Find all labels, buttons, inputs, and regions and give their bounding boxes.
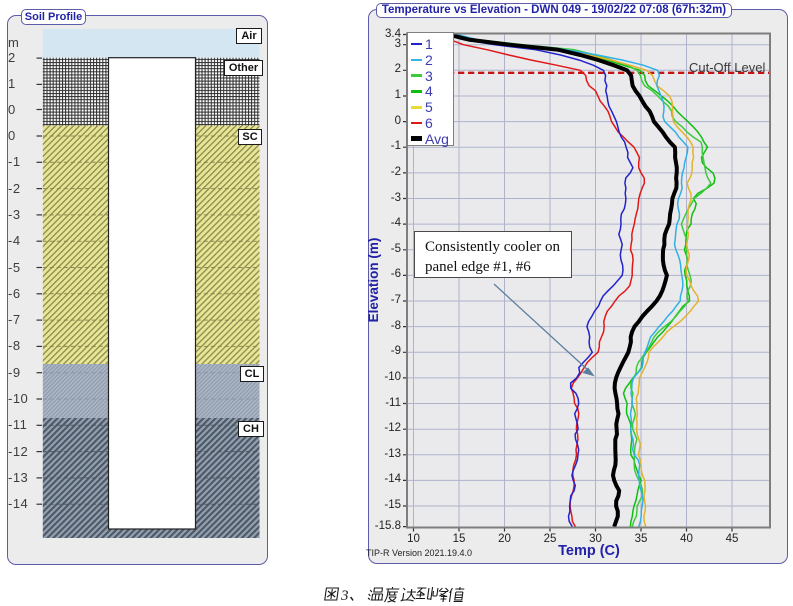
svg-text:3、: 3、 [340, 588, 364, 604]
